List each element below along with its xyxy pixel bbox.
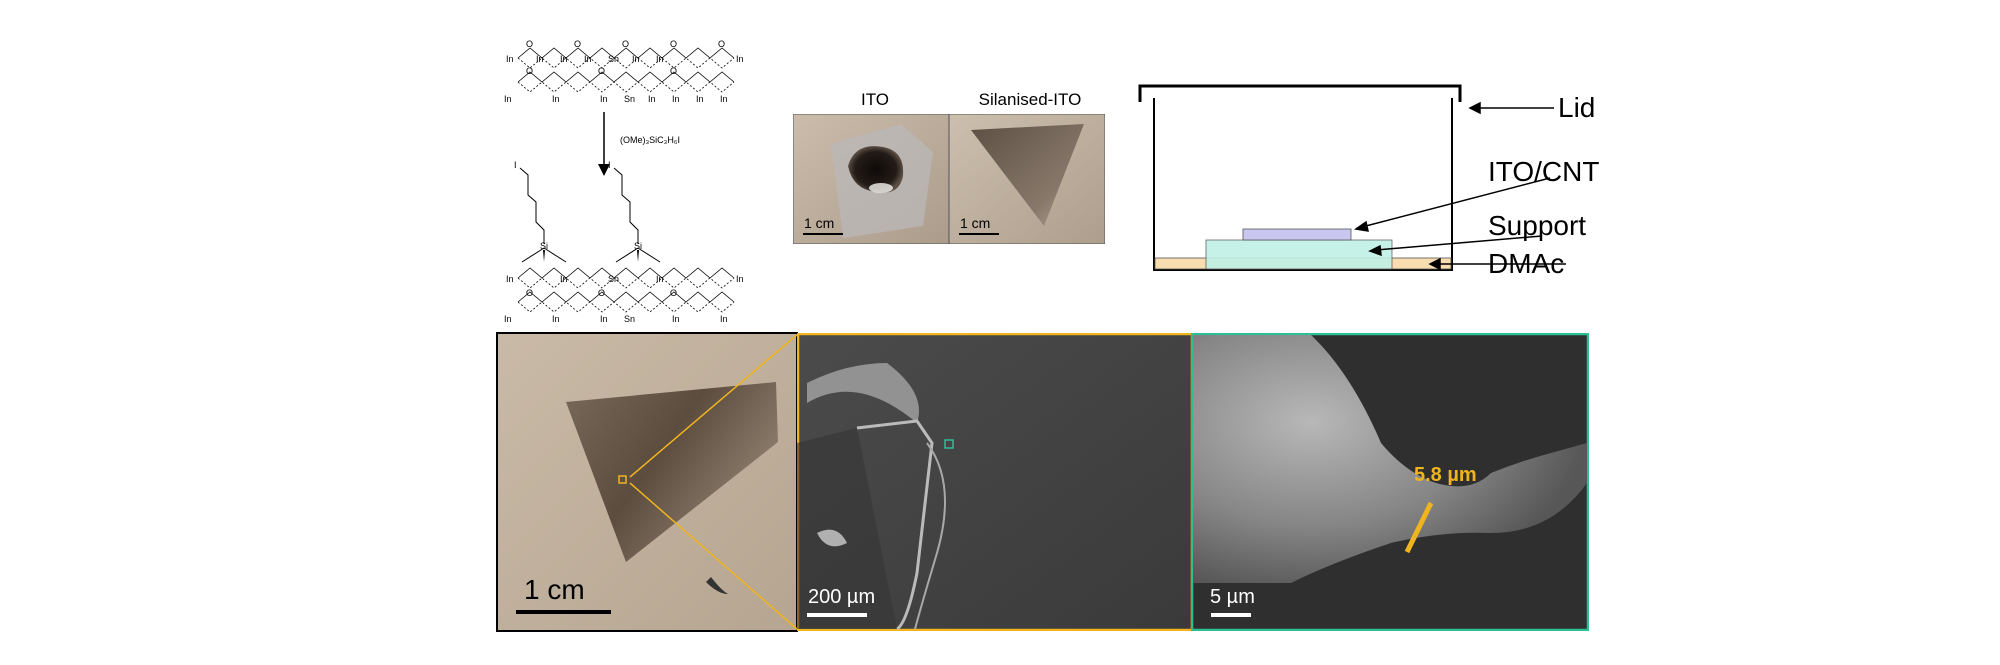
sample-photo-panel [496, 332, 798, 632]
ito-lattice-top-labels: O O O O O In In In In Sn In In In O O O … [504, 39, 744, 104]
svg-text:Sn: Sn [608, 54, 619, 64]
cnt-film [971, 124, 1084, 226]
svg-text:In: In [696, 94, 704, 104]
cnt-network [1193, 335, 1587, 583]
lid-label: Lid [1558, 92, 1596, 123]
ito-cnt-arrow [1361, 177, 1551, 228]
lid [1138, 84, 1462, 102]
svg-text:O: O [718, 39, 725, 49]
silane-reagent-label: (OMe)₃SiC₃H₆I [620, 135, 680, 145]
ito-photo-title: ITO [860, 90, 890, 109]
wedge-bond [637, 250, 639, 262]
ito-photo: 1 cm [793, 114, 949, 244]
film-edge [856, 419, 934, 631]
ito-cnt-slide [1242, 228, 1352, 241]
iodine-label: I [514, 160, 517, 170]
thickness-measurement-bar [1404, 501, 1434, 554]
surface-chemistry-scheme: O O O O O In In In In Sn In In In O O O … [504, 39, 744, 324]
svg-text:O: O [670, 66, 677, 76]
support-block [1205, 239, 1393, 270]
sem-image-high-mag [1191, 333, 1589, 631]
svg-text:Si: Si [634, 241, 642, 251]
photo-scale-label: 1 cm [524, 574, 585, 605]
svg-text:In: In [736, 274, 744, 284]
sem2-scale-label: 5 µm [1210, 586, 1255, 608]
film-flake [807, 363, 919, 423]
silanised-ito-photo-title: Silanised-ITO [978, 90, 1082, 109]
svg-text:In: In [560, 54, 568, 64]
wedge-bond [543, 250, 545, 262]
deposition-setup-diagram [1138, 84, 1566, 271]
svg-text:O: O [526, 288, 533, 298]
svg-text:O: O [574, 39, 581, 49]
svg-text:In: In [506, 54, 514, 64]
svg-text:In: In [600, 314, 608, 324]
svg-text:Sn: Sn [608, 274, 619, 284]
cnt-film [566, 382, 778, 562]
sem1-scale-label: 200 µm [808, 586, 876, 608]
svg-text:In: In [720, 314, 728, 324]
oxygen-label: O [526, 39, 533, 49]
ito-cnt-label: ITO/CNT [1488, 156, 1600, 187]
svg-text:In: In [672, 314, 680, 324]
silanised-ito-photo: 1 cm [949, 114, 1105, 244]
svg-text:In: In [632, 54, 640, 64]
sem-image-low-mag [797, 333, 1193, 631]
svg-text:In: In [656, 274, 664, 284]
support-arrow [1375, 235, 1543, 251]
dmac-label: DMAc [1488, 248, 1565, 279]
svg-text:In: In [536, 54, 544, 64]
thickness-measurement-label: 5.8 µm [1414, 464, 1477, 486]
svg-text:In: In [648, 94, 656, 104]
svg-text:O: O [670, 288, 677, 298]
ito-lattice-bottom [517, 267, 735, 313]
scale-label: 1 cm [804, 215, 834, 231]
zoom-region-marker [944, 439, 954, 449]
defect-mark [706, 577, 728, 594]
ito-lattice-top [517, 47, 735, 93]
svg-text:In: In [656, 54, 664, 64]
support-label: Support [1488, 210, 1587, 241]
svg-text:In: In [672, 94, 680, 104]
svg-text:In: In [720, 94, 728, 104]
svg-text:O: O [598, 288, 605, 298]
svg-text:In: In [504, 94, 512, 104]
silane-chains [519, 167, 661, 263]
cnt-deposit [848, 146, 904, 193]
svg-text:In: In [584, 54, 592, 64]
svg-text:Sn: Sn [624, 94, 635, 104]
svg-text:In: In [504, 314, 512, 324]
svg-text:In: In [506, 274, 514, 284]
svg-text:In: In [600, 94, 608, 104]
svg-text:O: O [622, 39, 629, 49]
container [1153, 98, 1453, 271]
zoom-region-marker [618, 475, 627, 484]
silicon-label: Si [540, 241, 548, 251]
svg-text:O: O [598, 66, 605, 76]
reaction-arrow [598, 112, 610, 176]
svg-text:In: In [736, 54, 744, 64]
svg-text:In: In [560, 274, 568, 284]
svg-text:In: In [552, 314, 560, 324]
svg-text:O: O [526, 66, 533, 76]
svg-text:I: I [608, 160, 611, 170]
scale-label: 1 cm [960, 215, 990, 231]
svg-text:Sn: Sn [624, 314, 635, 324]
svg-text:O: O [670, 39, 677, 49]
svg-text:In: In [552, 94, 560, 104]
